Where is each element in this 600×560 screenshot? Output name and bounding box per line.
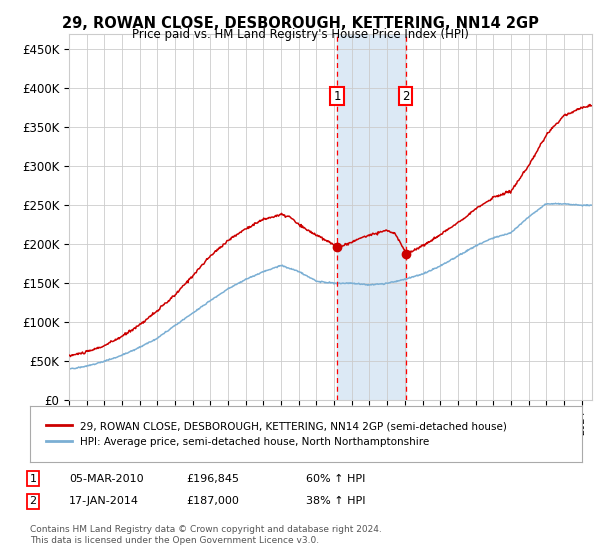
- Text: 29, ROWAN CLOSE, DESBOROUGH, KETTERING, NN14 2GP: 29, ROWAN CLOSE, DESBOROUGH, KETTERING, …: [62, 16, 538, 31]
- Text: 2: 2: [402, 90, 409, 102]
- Legend: 29, ROWAN CLOSE, DESBOROUGH, KETTERING, NN14 2GP (semi-detached house), HPI: Ave: 29, ROWAN CLOSE, DESBOROUGH, KETTERING, …: [41, 416, 512, 452]
- Text: 1: 1: [334, 90, 341, 102]
- Text: 17-JAN-2014: 17-JAN-2014: [69, 496, 139, 506]
- Text: 2: 2: [29, 496, 37, 506]
- Text: 38% ↑ HPI: 38% ↑ HPI: [306, 496, 365, 506]
- Text: 05-MAR-2010: 05-MAR-2010: [69, 474, 143, 484]
- Text: £196,845: £196,845: [186, 474, 239, 484]
- Text: 1: 1: [29, 474, 37, 484]
- Bar: [337, 34, 406, 400]
- Text: Contains HM Land Registry data © Crown copyright and database right 2024.
This d: Contains HM Land Registry data © Crown c…: [30, 525, 382, 545]
- Text: Price paid vs. HM Land Registry's House Price Index (HPI): Price paid vs. HM Land Registry's House …: [131, 28, 469, 41]
- Text: 60% ↑ HPI: 60% ↑ HPI: [306, 474, 365, 484]
- Text: £187,000: £187,000: [186, 496, 239, 506]
